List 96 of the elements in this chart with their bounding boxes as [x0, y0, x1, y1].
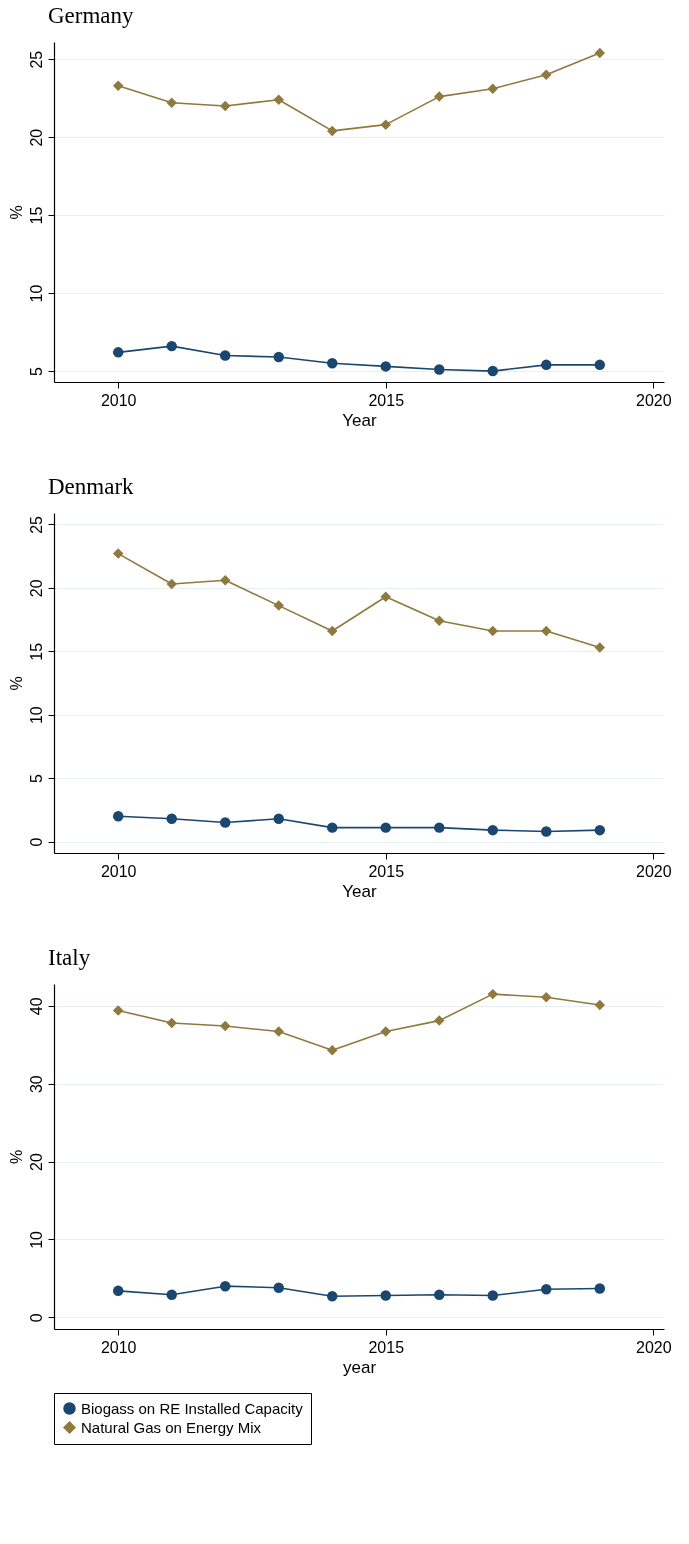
- point: [112, 1005, 124, 1016]
- x-tick-label: 2015: [368, 862, 405, 880]
- x-tick-label: 2020: [636, 862, 672, 880]
- y-tick-label: 5: [27, 367, 45, 377]
- x-tick-label: 2020: [636, 391, 672, 409]
- legend-label: Natural Gas on Energy Mix: [81, 1418, 262, 1436]
- chart-title: Germany: [48, 3, 135, 28]
- point: [327, 822, 338, 833]
- x-tick-label: 2010: [100, 1338, 137, 1356]
- point: [273, 94, 284, 105]
- point: [273, 351, 284, 363]
- point: [594, 1283, 606, 1294]
- x-tick-label: 2015: [368, 1338, 405, 1356]
- y-tick-label: 20: [27, 579, 45, 598]
- point: [380, 1290, 391, 1301]
- point: [112, 347, 124, 358]
- point: [541, 625, 552, 637]
- point: [327, 1291, 338, 1302]
- point: [219, 817, 231, 828]
- point: [112, 810, 124, 822]
- x-tick-label: 2010: [100, 391, 137, 409]
- y-tick-label: 10: [27, 1230, 45, 1249]
- point: [219, 100, 231, 112]
- x-tick-label: 2020: [636, 1338, 672, 1356]
- point: [487, 824, 499, 836]
- point: [219, 350, 231, 361]
- y-tick-label: 25: [27, 50, 45, 69]
- point: [380, 1026, 391, 1037]
- point: [487, 1290, 499, 1301]
- point: [594, 824, 606, 836]
- y-tick-label: 40: [27, 997, 45, 1016]
- y-tick-label: 30: [27, 1075, 45, 1094]
- y-tick-label: 15: [27, 642, 45, 661]
- point: [327, 125, 338, 137]
- point: [541, 1284, 552, 1295]
- y-axis-title: %: [7, 676, 25, 691]
- point: [273, 813, 284, 824]
- point: [434, 615, 445, 627]
- point: [273, 1282, 284, 1293]
- y-tick-label: 20: [27, 1153, 45, 1171]
- point: [541, 359, 552, 371]
- point: [273, 600, 284, 611]
- point: [166, 578, 177, 590]
- point: [219, 574, 231, 586]
- x-axis-title: year: [342, 1357, 377, 1377]
- point: [166, 1017, 177, 1029]
- y-tick-label: 25: [27, 515, 45, 534]
- point: [487, 988, 499, 1000]
- point: [487, 365, 499, 377]
- point: [380, 119, 391, 130]
- y-tick-label: 15: [27, 206, 45, 225]
- chart-title: Italy: [48, 945, 91, 970]
- point: [541, 992, 552, 1003]
- point: [166, 813, 177, 824]
- chart-title: Denmark: [48, 474, 135, 499]
- point: [594, 359, 606, 371]
- point: [112, 548, 124, 559]
- point: [112, 80, 124, 91]
- x-tick-label: 2015: [368, 391, 405, 409]
- point: [166, 1289, 177, 1300]
- point: [219, 1280, 231, 1292]
- point: [541, 826, 552, 837]
- point: [219, 1020, 231, 1032]
- point: [380, 822, 391, 833]
- y-tick-label: 5: [27, 774, 45, 784]
- point: [434, 822, 445, 833]
- point: [487, 625, 499, 637]
- point: [487, 83, 499, 95]
- x-axis-title: Year: [342, 410, 378, 430]
- point: [434, 1289, 445, 1300]
- x-axis-title: Year: [342, 881, 378, 901]
- y-axis-title: %: [7, 205, 25, 220]
- point: [380, 361, 391, 372]
- y-tick-label: 10: [27, 284, 45, 303]
- point: [327, 358, 338, 369]
- point: [434, 1015, 445, 1026]
- point: [166, 97, 177, 109]
- point: [594, 999, 606, 1011]
- point: [380, 591, 391, 602]
- point: [166, 340, 177, 352]
- y-tick-label: 0: [27, 1313, 45, 1323]
- point: [594, 47, 606, 59]
- y-tick-label: 10: [27, 706, 45, 725]
- y-tick-label: 20: [27, 128, 45, 147]
- y-tick-label: 0: [27, 837, 45, 847]
- point: [434, 91, 445, 102]
- point: [327, 1044, 338, 1056]
- point: [273, 1026, 284, 1037]
- y-axis-title: %: [7, 1149, 25, 1165]
- point: [434, 364, 445, 375]
- legend-label: Biogass on RE Installed Capacity: [81, 1399, 304, 1417]
- point: [594, 642, 606, 653]
- point: [541, 69, 552, 80]
- x-tick-label: 2010: [100, 862, 137, 880]
- point: [112, 1285, 124, 1297]
- point: [327, 625, 338, 637]
